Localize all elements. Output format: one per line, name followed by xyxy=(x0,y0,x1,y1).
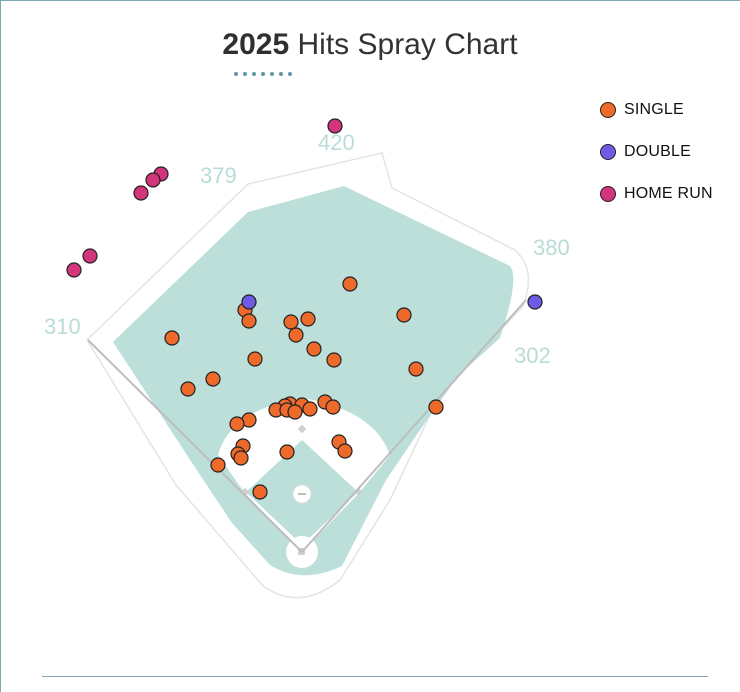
hit-point-single xyxy=(279,444,295,460)
hit-point-single xyxy=(164,330,180,346)
hit-point-single xyxy=(326,352,342,368)
distance-label-center: 420 xyxy=(318,130,355,155)
hit-point-home-run xyxy=(82,248,98,264)
hit-point-double xyxy=(241,294,257,310)
chart-title: 2025 Hits Spray Chart xyxy=(0,28,740,62)
title-underline-dots xyxy=(234,72,292,78)
hit-point-home-run xyxy=(133,185,149,201)
legend-item-double: DOUBLE xyxy=(600,141,713,163)
hit-point-single xyxy=(233,450,249,466)
hit-point-single xyxy=(300,311,316,327)
legend-swatch-home-run xyxy=(600,186,616,202)
bottom-divider xyxy=(42,676,708,677)
hit-point-single xyxy=(205,371,221,387)
distance-label-right-center: 380 xyxy=(533,235,570,260)
hit-point-single xyxy=(396,307,412,323)
hit-point-single xyxy=(428,399,444,415)
hit-point-single xyxy=(252,484,268,500)
hit-point-home-run xyxy=(327,118,343,134)
hit-point-single xyxy=(229,416,245,432)
hit-point-single xyxy=(325,399,341,415)
hit-point-single xyxy=(283,314,299,330)
distance-label-left: 310 xyxy=(44,314,81,339)
foul-line-right xyxy=(301,299,527,553)
hit-point-double xyxy=(527,294,543,310)
legend-label-double: DOUBLE xyxy=(624,143,691,160)
pitcher-rubber xyxy=(298,493,306,495)
hit-point-single xyxy=(287,404,303,420)
legend-item-single: SINGLE xyxy=(600,99,713,121)
legend: SINGLE DOUBLE HOME RUN xyxy=(600,99,713,225)
hit-point-single xyxy=(241,313,257,329)
distance-label-right: 302 xyxy=(514,343,551,368)
hit-point-single xyxy=(306,341,322,357)
hit-point-single xyxy=(342,276,358,292)
legend-swatch-single xyxy=(600,102,616,118)
legend-swatch-double xyxy=(600,144,616,160)
distance-label-left-center: 379 xyxy=(200,163,237,188)
second-base xyxy=(297,424,307,434)
hit-point-single xyxy=(337,443,353,459)
foul-line-left xyxy=(87,339,303,553)
hit-point-single xyxy=(408,361,424,377)
hit-point-home-run xyxy=(66,262,82,278)
title-year: 2025 xyxy=(222,28,290,61)
hit-point-single xyxy=(247,351,263,367)
hit-markers xyxy=(66,118,543,500)
title-text: Hits Spray Chart xyxy=(297,28,518,61)
legend-item-home-run: HOME RUN xyxy=(600,183,713,205)
hit-point-single xyxy=(302,401,318,417)
hit-point-home-run xyxy=(145,172,161,188)
outfield-grass xyxy=(113,186,514,576)
hit-point-single xyxy=(180,381,196,397)
hit-point-single xyxy=(288,327,304,343)
legend-label-single: SINGLE xyxy=(624,101,684,118)
legend-label-home-run: HOME RUN xyxy=(624,185,713,202)
hit-point-single xyxy=(210,457,226,473)
